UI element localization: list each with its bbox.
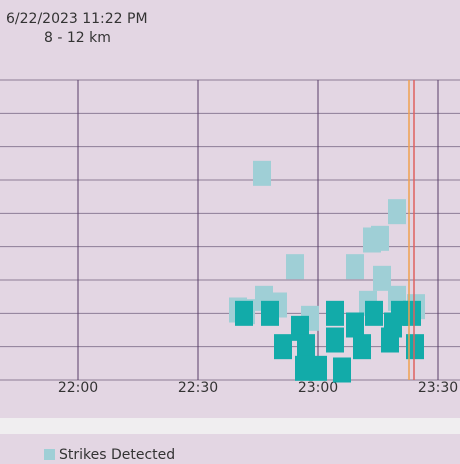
plot-area: 22:00 22:30 23:00 23:30 — [0, 79, 460, 396]
strike — [406, 334, 424, 360]
legend-label: Strikes Detected — [59, 447, 175, 463]
strike — [346, 254, 364, 280]
strike — [326, 327, 344, 353]
strike — [333, 357, 351, 383]
strike — [309, 355, 327, 381]
strike — [286, 254, 304, 280]
strike — [326, 300, 344, 326]
strike — [274, 334, 292, 360]
chart-subtitle: 8 - 12 km — [44, 30, 111, 46]
x-tick-label: 23:30 — [418, 380, 458, 396]
strike — [373, 265, 391, 291]
x-tick-label: 22:00 — [58, 380, 98, 396]
strike — [297, 334, 315, 360]
strike — [235, 300, 253, 326]
strike — [388, 199, 406, 225]
scrollbar-band — [0, 418, 460, 434]
legend-swatch — [44, 449, 55, 460]
strike — [363, 227, 381, 253]
x-tick-label: 22:30 — [178, 380, 218, 396]
strike — [261, 300, 279, 326]
strike — [353, 334, 371, 360]
chart-title: 6/22/2023 11:22 PM — [6, 11, 148, 27]
x-tick-label: 23:00 — [298, 380, 338, 396]
strike — [295, 355, 313, 381]
strike — [403, 300, 421, 326]
strike — [253, 160, 271, 186]
strike — [384, 312, 402, 338]
strike — [346, 312, 364, 338]
strike — [365, 300, 383, 326]
